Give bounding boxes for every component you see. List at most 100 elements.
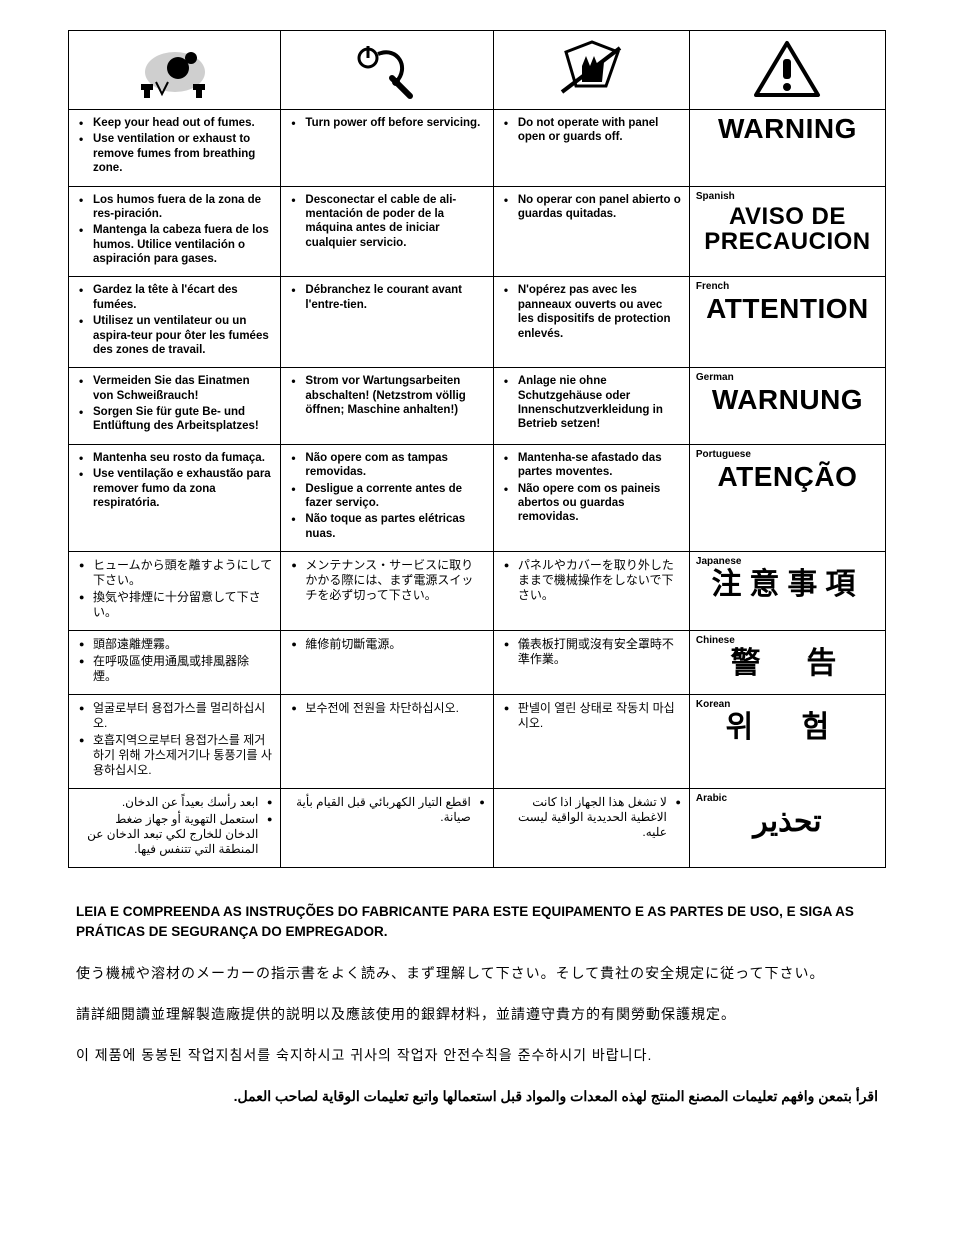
bullet-item: Turn power off before servicing. bbox=[291, 116, 484, 130]
warning-row: Mantenha seu rosto da fumaça. Use ventila… bbox=[69, 444, 886, 551]
warning-cell: Los humos fuera de la zona de res-piraci… bbox=[69, 186, 281, 277]
bullet-item: Mantenha seu rosto da fumaça. bbox=[79, 451, 272, 465]
warning-cell: Mantenha seu rosto da fumaça. Use ventila… bbox=[69, 444, 281, 551]
service-icon-cell bbox=[281, 31, 493, 110]
language-tag: French bbox=[694, 281, 881, 292]
warning-cell: 儀表板打開或沒有安全罩時不準作業。 bbox=[493, 631, 689, 695]
footer-line: 이 제품에 동봉된 작업지침서를 숙지하시고 귀사의 작업자 안전수칙을 준수하… bbox=[76, 1045, 878, 1066]
bullet-item: Não opere com os paineis abertos ou guar… bbox=[504, 482, 681, 525]
bullet-item: Não toque as partes elétricas nuas. bbox=[291, 512, 484, 541]
warning-cell: Anlage nie ohne Schutzgehäuse oder Innen… bbox=[493, 368, 689, 445]
bullet-list: Gardez la tête à l'écart des fumées.Util… bbox=[75, 283, 274, 357]
bullet-list: Débranchez le courant avant l'entre-tien… bbox=[287, 283, 486, 312]
warning-cell: Débranchez le courant avant l'entre-tien… bbox=[281, 277, 493, 368]
warning-row: Los humos fuera de la zona de res-piraci… bbox=[69, 186, 886, 277]
warning-cell: 보수전에 전원을 차단하십시오. bbox=[281, 695, 493, 789]
bullet-item: N'opérez pas avec les panneaux ouverts o… bbox=[504, 283, 681, 341]
bullet-list: 頭部遠離煙霧。在呼吸區使用通風或排風器除煙。 bbox=[75, 637, 274, 684]
bullet-item: Não opere com as tampas removidas. bbox=[291, 451, 484, 480]
warning-word: AVISO DEPRECAUCION bbox=[694, 204, 881, 254]
warning-word: WARNUNG bbox=[694, 385, 881, 414]
bullet-item: 維修前切斷電源。 bbox=[291, 637, 484, 652]
warning-cell: Vermeiden Sie das Einatmen von Schweißra… bbox=[69, 368, 281, 445]
bullet-list: Los humos fuera de la zona de res-piraci… bbox=[75, 193, 274, 267]
bullet-item: Do not operate with panel open or guards… bbox=[504, 116, 681, 145]
warning-label-cell: Chinese警 告 bbox=[689, 631, 885, 695]
footer-line: اقرأ بتمعن وافهم تعليمات المصنع المنتج ل… bbox=[76, 1086, 878, 1107]
bullet-item: 판넬이 열린 상태로 작동치 마십시오. bbox=[504, 701, 681, 731]
warning-cell: ヒュームから頭を離すようにして下さい。換気や排煙に十分留意して下さい。 bbox=[69, 552, 281, 631]
bullet-list: パネルやカバーを取り外したままで機械操作をしないで下さい。 bbox=[500, 558, 683, 603]
bullet-list: Mantenha seu rosto da fumaça. Use ventila… bbox=[75, 451, 274, 511]
warning-row: ヒュームから頭を離すようにして下さい。換気や排煙に十分留意して下さい。メンテナン… bbox=[69, 552, 886, 631]
bullet-item: 頭部遠離煙霧。 bbox=[79, 637, 272, 652]
footer-line: 使う機械や溶材のメーカーの指示書をよく読み、まず理解して下さい。そして貴社の安全… bbox=[76, 963, 878, 984]
bullet-list: 판넬이 열린 상태로 작동치 마십시오. bbox=[500, 701, 683, 731]
warning-cell: N'opérez pas avec les panneaux ouverts o… bbox=[493, 277, 689, 368]
bullet-list: Do not operate with panel open or guards… bbox=[500, 116, 683, 145]
warning-word: WARNING bbox=[694, 114, 881, 143]
warning-row: 얼굴로부터 용접가스를 멀리하십시오.호흡지역으로부터 용접가스를 제거하기 위… bbox=[69, 695, 886, 789]
warning-word: ATENÇÃO bbox=[694, 462, 881, 491]
warning-word: 警 告 bbox=[694, 648, 881, 680]
fumes-head-icon bbox=[136, 38, 214, 102]
warning-cell: Gardez la tête à l'écart des fumées.Util… bbox=[69, 277, 281, 368]
bullet-list: ابعد رأسك بعيداً عن الدخان. استعمل التهوي… bbox=[75, 795, 274, 857]
bullet-item: Use ventilação e exhaustão para remover … bbox=[79, 467, 272, 510]
bullet-item: Débranchez le courant avant l'entre-tien… bbox=[291, 283, 484, 312]
warning-row: Keep your head out of fumes.Use ventilat… bbox=[69, 110, 886, 187]
bullet-item: No operar con panel abierto o guardas qu… bbox=[504, 193, 681, 222]
bullet-item: ヒュームから頭を離すようにして下さい。 bbox=[79, 558, 272, 588]
bullet-item: Los humos fuera de la zona de res-piraci… bbox=[79, 193, 272, 222]
bullet-item: 얼굴로부터 용접가스를 멀리하십시오. bbox=[79, 701, 272, 731]
warning-row: 頭部遠離煙霧。在呼吸區使用通風或排風器除煙。 維修前切斷電源。 儀表板打開或沒有安全… bbox=[69, 631, 886, 695]
warning-label-cell: WARNING bbox=[689, 110, 885, 187]
warning-label-cell: PortugueseATENÇÃO bbox=[689, 444, 885, 551]
bullet-item: Vermeiden Sie das Einatmen von Schweißra… bbox=[79, 374, 272, 403]
bullet-item: استعمل التهوية أو جهاز ضغط الدخان للخارج… bbox=[79, 812, 272, 857]
bullet-list: Vermeiden Sie das Einatmen von Schweißra… bbox=[75, 374, 274, 434]
language-tag: Korean bbox=[694, 699, 881, 710]
warning-label-cell: Korean위 험 bbox=[689, 695, 885, 789]
warning-label-cell: French ATTENTION bbox=[689, 277, 885, 368]
bullet-item: 호흡지역으로부터 용접가스를 제거하기 위해 가스제거기나 통풍기를 사용하십시… bbox=[79, 733, 272, 778]
bullet-item: ابعد رأسك بعيداً عن الدخان. bbox=[79, 795, 272, 810]
warning-word: تحذير bbox=[694, 806, 881, 838]
bullet-item: Utilisez un ventilateur ou un aspira-teu… bbox=[79, 314, 272, 357]
warning-word: ATTENTION bbox=[694, 294, 881, 323]
language-tag: Japanese bbox=[694, 556, 881, 567]
bullet-list: 보수전에 전원을 차단하십시오. bbox=[287, 701, 486, 716]
warning-table-body: Keep your head out of fumes.Use ventilat… bbox=[69, 110, 886, 868]
bullet-list: Keep your head out of fumes.Use ventilat… bbox=[75, 116, 274, 176]
bullet-item: Strom vor Wartungsarbeiten abschalten! (… bbox=[291, 374, 484, 417]
bullet-item: Use ventilation or exhaust to remove fum… bbox=[79, 132, 272, 175]
warning-cell: No operar con panel abierto o guardas qu… bbox=[493, 186, 689, 277]
bullet-list: Mantenha-se afastado das partes moventes… bbox=[500, 451, 683, 525]
bullet-list: Desconectar el cable de ali-mentación de… bbox=[287, 193, 486, 251]
warning-row: ابعد رأسك بعيداً عن الدخان. استعمل التهوي… bbox=[69, 789, 886, 868]
power-off-service-icon bbox=[348, 38, 426, 102]
panel-icon-cell bbox=[493, 31, 689, 110]
warning-cell: 판넬이 열린 상태로 작동치 마십시오. bbox=[493, 695, 689, 789]
bullet-list: Strom vor Wartungsarbeiten abschalten! (… bbox=[287, 374, 486, 417]
warning-table: Keep your head out of fumes.Use ventilat… bbox=[68, 30, 886, 868]
hand-guard-icon bbox=[552, 38, 630, 102]
warning-cell: パネルやカバーを取り外したままで機械操作をしないで下さい。 bbox=[493, 552, 689, 631]
safety-warning-page: Keep your head out of fumes.Use ventilat… bbox=[0, 0, 954, 1187]
warning-cell: Desconectar el cable de ali-mentación de… bbox=[281, 186, 493, 277]
bullet-list: N'opérez pas avec les panneaux ouverts o… bbox=[500, 283, 683, 341]
warning-label-cell: Arabicتحذير bbox=[689, 789, 885, 868]
bullet-item: Gardez la tête à l'écart des fumées. bbox=[79, 283, 272, 312]
bullet-list: Anlage nie ohne Schutzgehäuse oder Innen… bbox=[500, 374, 683, 432]
bullet-item: Sorgen Sie für gute Be- und Entlüftung d… bbox=[79, 405, 272, 434]
language-tag: German bbox=[694, 372, 881, 383]
warning-triangle-icon bbox=[752, 39, 822, 101]
warning-cell: 維修前切斷電源。 bbox=[281, 631, 493, 695]
bullet-item: 儀表板打開或沒有安全罩時不準作業。 bbox=[504, 637, 681, 667]
bullet-list: 維修前切斷電源。 bbox=[287, 637, 486, 652]
warning-label-cell: Japanese注意事項 bbox=[689, 552, 885, 631]
language-tag: Spanish bbox=[694, 191, 881, 202]
warning-cell: لا تشغل هذا الجهاز اذا كانت الاغطية الحد… bbox=[493, 789, 689, 868]
bullet-item: Anlage nie ohne Schutzgehäuse oder Innen… bbox=[504, 374, 681, 432]
footer-line: 請詳細閱讀並理解製造廠提供的説明以及應該使用的銀銲材料，並請遵守貴方的有関勞動保… bbox=[76, 1004, 878, 1025]
